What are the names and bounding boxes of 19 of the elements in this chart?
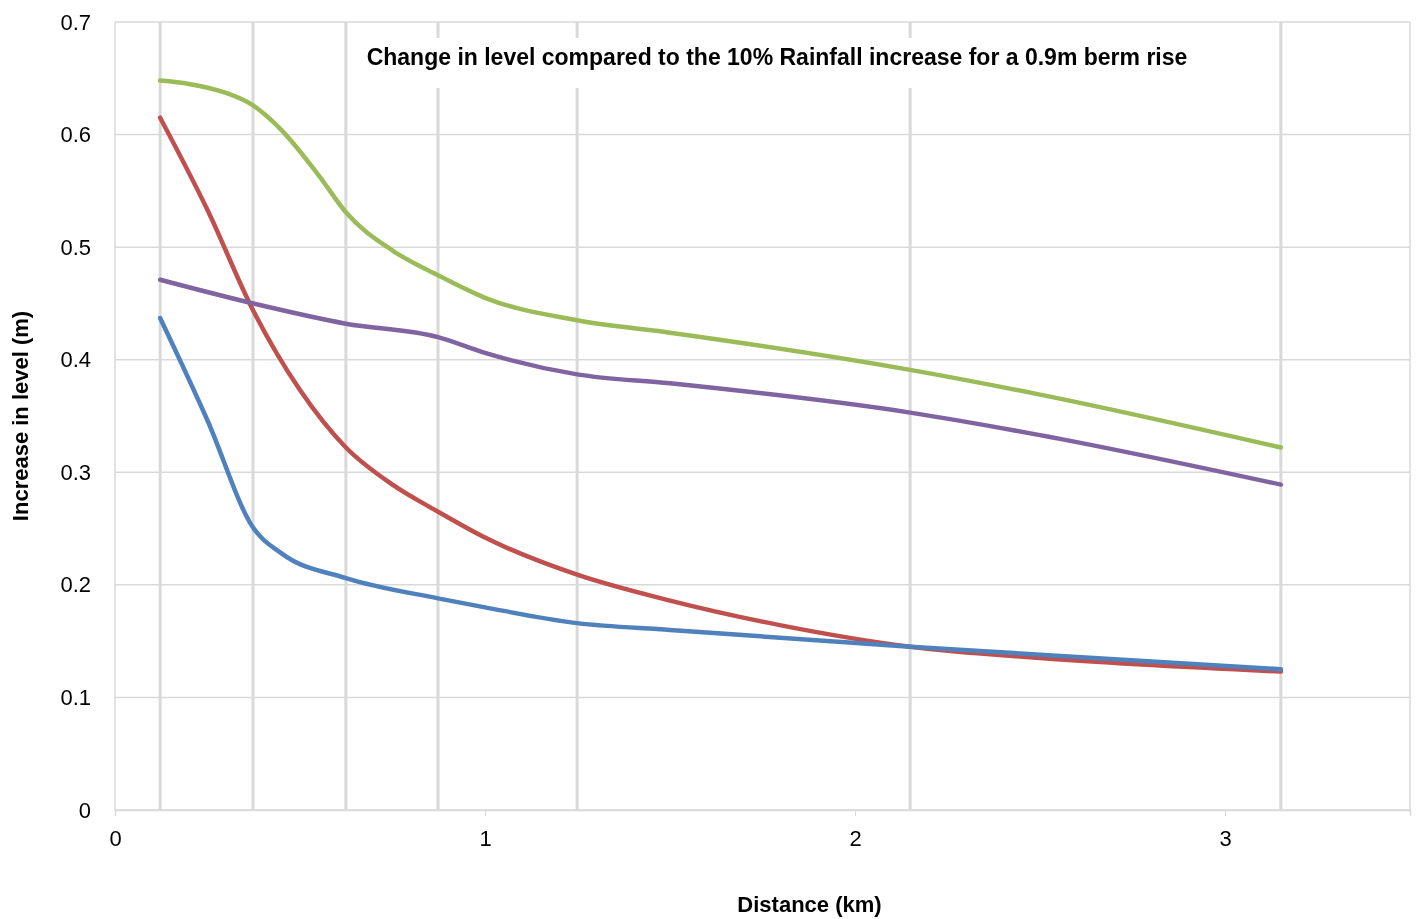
line-series: [157, 315, 1284, 672]
text: Change in level compared to the 10% Rainfall increase for a 0.9m berm rise: [366, 44, 1188, 70]
x-tick-label: 0: [109, 825, 122, 851]
x-axis-title: Distance (km): [737, 892, 882, 917]
y-tick-label: 0.1: [60, 684, 91, 710]
y-axis-title: Increase in level (m): [8, 310, 33, 522]
y-tick-label: 0.3: [60, 459, 91, 485]
line-series: [157, 78, 1284, 450]
y-tick-label: 0.7: [60, 9, 91, 35]
y-tick-label: 0.5: [60, 234, 91, 260]
y-tick-label: 0.6: [60, 122, 91, 148]
y-tick-label: 0: [78, 797, 91, 823]
x-tick-label: 2: [849, 825, 862, 851]
line-series: [157, 277, 1284, 487]
x-tick-label: 3: [1219, 825, 1232, 851]
y-tick-label: 0.4: [60, 347, 91, 373]
line-series: [157, 115, 1284, 674]
y-tick-label: 0.2: [60, 572, 91, 598]
x-tick-label: 1: [479, 825, 492, 851]
